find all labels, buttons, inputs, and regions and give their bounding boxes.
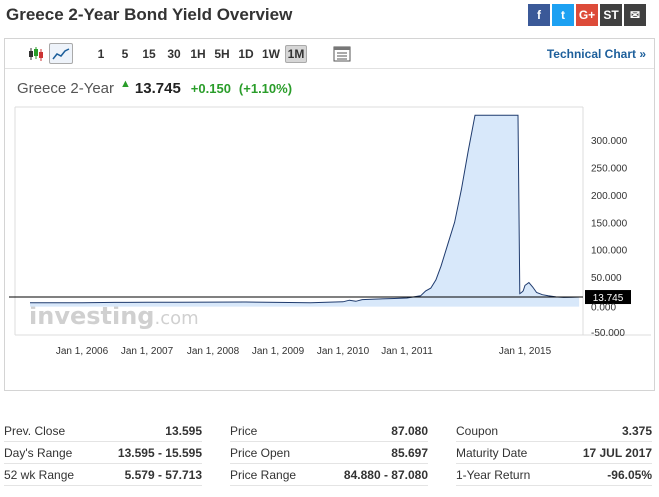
timeframe-1[interactable]: 1 bbox=[97, 47, 105, 61]
y-tick-label: 250.000 bbox=[591, 163, 628, 174]
stat-label: Prev. Close bbox=[4, 424, 66, 438]
y-tick-label: 150.000 bbox=[591, 218, 628, 229]
y-tick-label: 50.000 bbox=[591, 273, 622, 284]
stat-value: 3.375 bbox=[621, 424, 652, 438]
chart-toolbar: 1 5 15 30 1H 5H 1D 1W 1M Technical Chart… bbox=[5, 39, 654, 69]
google-plus-icon[interactable]: G+ bbox=[576, 4, 598, 26]
watermark-text: investing.com bbox=[29, 302, 199, 330]
stocktwits-icon[interactable]: ST bbox=[600, 4, 622, 26]
last-value-tag bbox=[585, 290, 631, 305]
y-tick-label: 0.000 bbox=[591, 303, 616, 314]
twitter-glyph: t bbox=[561, 8, 565, 22]
timeframe-1m[interactable]: 1M bbox=[285, 45, 307, 63]
stat-row: 52 wk Range 5.579 - 57.713 bbox=[4, 464, 202, 486]
stat-label: 1-Year Return bbox=[456, 468, 531, 482]
last-value-label: 13.745 bbox=[593, 293, 624, 304]
series-area-fill bbox=[30, 115, 580, 307]
stat-row: Maturity Date 17 JUL 2017 bbox=[456, 442, 652, 464]
data-table-icon[interactable] bbox=[331, 43, 353, 64]
stat-value: 17 JUL 2017 bbox=[582, 446, 652, 460]
stat-label: Price bbox=[230, 424, 258, 438]
timeframe-5[interactable]: 5 bbox=[121, 47, 129, 61]
series-line bbox=[30, 114, 580, 304]
stat-label: Price Range bbox=[230, 468, 297, 482]
candlestick-icon[interactable] bbox=[25, 43, 47, 64]
y-tick-label: 300.000 bbox=[591, 136, 628, 147]
google-plus-glyph: G+ bbox=[578, 8, 596, 22]
stat-label: 52 wk Range bbox=[4, 468, 75, 482]
x-tick-label: Jan 1, 2015 bbox=[499, 346, 552, 357]
page-title: Greece 2-Year Bond Yield Overview bbox=[6, 5, 293, 24]
price-chart[interactable]: investing.com13.745300.000250.000200.000… bbox=[5, 39, 656, 392]
area-chart-icon[interactable] bbox=[49, 43, 73, 64]
x-tick-label: Jan 1, 2006 bbox=[56, 346, 109, 357]
price-change: +0.150 bbox=[190, 81, 231, 96]
stat-row: Price 87.080 bbox=[230, 420, 428, 442]
timeframe-5h[interactable]: 5H bbox=[214, 47, 230, 61]
chart-panel: 1 5 15 30 1H 5H 1D 1W 1M Technical Chart… bbox=[4, 38, 655, 391]
timeframe-1h[interactable]: 1H bbox=[190, 47, 206, 61]
facebook-glyph: f bbox=[537, 8, 541, 22]
x-tick-label: Jan 1, 2011 bbox=[381, 346, 433, 357]
x-tick-label: Jan 1, 2010 bbox=[317, 346, 370, 357]
facebook-icon[interactable]: f bbox=[528, 4, 550, 26]
timeframe-1w[interactable]: 1W bbox=[262, 47, 280, 61]
price-change-percent: (+1.10%) bbox=[238, 81, 293, 96]
stat-label: Maturity Date bbox=[456, 446, 528, 460]
stat-row: Prev. Close 13.595 bbox=[4, 420, 202, 442]
share-bar: f t G+ ST ✉ bbox=[528, 4, 646, 26]
stat-row: Price Range 84.880 - 87.080 bbox=[230, 464, 428, 486]
y-tick-label: 100.000 bbox=[591, 246, 628, 257]
up-arrow-icon: ▲ bbox=[120, 78, 131, 90]
y-tick-label: -50.000 bbox=[591, 328, 625, 339]
stat-value: 84.880 - 87.080 bbox=[343, 468, 428, 482]
email-icon[interactable]: ✉ bbox=[624, 4, 646, 26]
last-price: 13.745 bbox=[134, 80, 181, 97]
timeframe-1d[interactable]: 1D bbox=[238, 47, 254, 61]
stocktwits-glyph: ST bbox=[603, 8, 619, 22]
stat-row: Coupon 3.375 bbox=[456, 420, 652, 442]
timeframe-15[interactable]: 15 bbox=[142, 47, 156, 61]
y-tick-label: 200.000 bbox=[591, 191, 628, 202]
x-tick-label: Jan 1, 2008 bbox=[187, 346, 240, 357]
x-tick-label: Jan 1, 2007 bbox=[121, 346, 174, 357]
stat-row: Day's Range 13.595 - 15.595 bbox=[4, 442, 202, 464]
stat-label: Day's Range bbox=[4, 446, 73, 460]
stat-value: 13.595 - 15.595 bbox=[117, 446, 202, 460]
stat-row: Price Open 85.697 bbox=[230, 442, 428, 464]
stat-row: 1-Year Return -96.05% bbox=[456, 464, 652, 486]
x-tick-label: Jan 1, 2009 bbox=[252, 346, 305, 357]
email-glyph: ✉ bbox=[629, 8, 641, 22]
stat-label: Price Open bbox=[230, 446, 291, 460]
stat-value: 87.080 bbox=[391, 424, 428, 438]
twitter-icon[interactable]: t bbox=[552, 4, 574, 26]
technical-chart-link[interactable]: Technical Chart » bbox=[546, 47, 646, 61]
timeframe-30[interactable]: 30 bbox=[167, 47, 181, 61]
instrument-name: Greece 2-Year bbox=[17, 80, 115, 97]
stat-value: -96.05% bbox=[607, 468, 652, 482]
stat-value: 13.595 bbox=[165, 424, 202, 438]
stat-label: Coupon bbox=[456, 424, 499, 438]
stat-value: 5.579 - 57.713 bbox=[124, 468, 202, 482]
quote-line: Greece 2-Year ▲ 13.745 +0.150 (+1.10%) bbox=[17, 78, 293, 97]
stat-value: 85.697 bbox=[391, 446, 428, 460]
